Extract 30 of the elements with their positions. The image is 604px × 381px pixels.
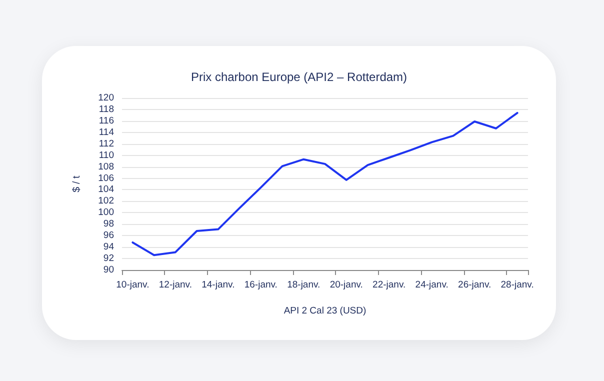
x-tick-label: 14-janv.: [202, 280, 235, 290]
y-tick-label: 118: [98, 104, 114, 115]
y-tick-label: 106: [98, 172, 114, 184]
y-tick-label: 114: [98, 126, 114, 138]
y-tick-label: 110: [98, 150, 114, 161]
y-tick-label: 100: [98, 207, 114, 218]
chart-title: Prix charbon Europe (API2 – Rotterdam): [190, 70, 408, 84]
y-tick-label: 92: [103, 253, 114, 264]
y-tick-label: 98: [103, 218, 114, 230]
x-tick-label: 20-janv.: [330, 280, 363, 290]
y-tick-label: 108: [98, 161, 114, 172]
y-tick-label: 116: [98, 115, 114, 126]
y-tick-label: 102: [98, 196, 114, 207]
x-tick-label: 18-janv.: [287, 280, 320, 290]
x-tick-label: 26-janv.: [458, 280, 492, 290]
y-tick-label: 112: [98, 138, 114, 150]
x-tick-label: 28-janv.: [500, 280, 534, 290]
y-tick-label: 90: [103, 264, 114, 276]
x-tick-label: 12-janv.: [158, 280, 192, 290]
line-series: [132, 112, 518, 256]
x-axis-title: API 2 Cal 23 (USD): [284, 306, 366, 316]
y-tick-label: 120: [98, 92, 114, 104]
y-tick-label: 96: [103, 230, 114, 242]
y-tick-label: 104: [98, 184, 114, 196]
x-tick-label: 16-janv.: [244, 280, 278, 290]
y-tick-label: 94: [103, 242, 114, 253]
x-tick-label: 24-janv.: [415, 280, 448, 290]
x-tick-label: 10-janv.: [116, 280, 150, 290]
x-tick-label: 22-janv.: [372, 280, 406, 290]
y-axis-title: $ / t: [72, 175, 82, 192]
